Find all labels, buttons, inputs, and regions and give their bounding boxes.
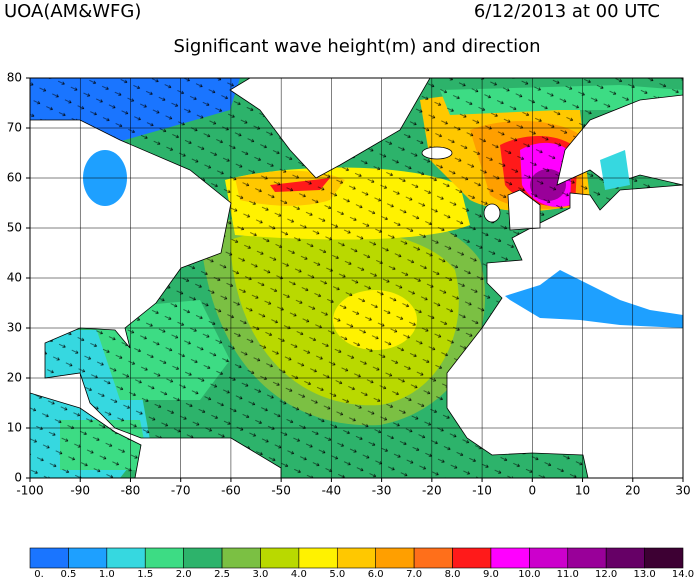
colorbar-label: 0. bbox=[34, 569, 44, 577]
colorbar-box bbox=[375, 547, 415, 569]
colorbar-label: 9.0 bbox=[483, 569, 499, 577]
x-tick-label: -80 bbox=[121, 484, 141, 498]
colorbar-label: 14.0 bbox=[672, 569, 694, 577]
y-tick-label: 30 bbox=[7, 321, 22, 335]
x-tick-label: -40 bbox=[322, 484, 342, 498]
colorbar-label: 4.0 bbox=[291, 569, 307, 577]
colorbar-box bbox=[644, 547, 684, 569]
colorbar-label: 2.5 bbox=[214, 569, 230, 577]
colorbar-box bbox=[183, 547, 223, 569]
colorbar-label: 2.0 bbox=[176, 569, 192, 577]
colorbar-label: 6.0 bbox=[368, 569, 384, 577]
y-tick-label: 0 bbox=[14, 471, 22, 485]
colorbar-label: 10.0 bbox=[518, 569, 540, 577]
map-frame bbox=[29, 77, 684, 479]
x-tick-label: -70 bbox=[171, 484, 191, 498]
x-tick-label: -20 bbox=[422, 484, 442, 498]
colorbar-box bbox=[529, 547, 569, 569]
y-tick-label: 10 bbox=[7, 421, 22, 435]
map-title: Significant wave height(m) and direction bbox=[173, 36, 540, 57]
colorbar-label: 11.0 bbox=[557, 569, 579, 577]
colorbar-box bbox=[144, 547, 184, 569]
colorbar-box bbox=[298, 547, 338, 569]
colorbar-label: 7.0 bbox=[406, 569, 422, 577]
x-tick-label: 30 bbox=[675, 484, 690, 498]
colorbar-box bbox=[567, 547, 607, 569]
colorbar-box bbox=[413, 547, 453, 569]
colorbar-box bbox=[452, 547, 492, 569]
y-tick-label: 70 bbox=[7, 121, 22, 135]
x-tick-label: -100 bbox=[16, 484, 43, 498]
colorbar-box bbox=[68, 547, 108, 569]
colorbar-box bbox=[106, 547, 146, 569]
colorbar-box bbox=[490, 547, 530, 569]
colorbar-label: 13.0 bbox=[633, 569, 655, 577]
y-tick-label: 80 bbox=[7, 71, 22, 85]
x-tick-label: 20 bbox=[625, 484, 640, 498]
y-tick-label: 20 bbox=[7, 371, 22, 385]
colorbar-label: 0.5 bbox=[60, 569, 76, 577]
x-tick-label: 0 bbox=[528, 484, 536, 498]
header-right: 6/12/2013 at 00 UTC bbox=[474, 1, 660, 22]
x-tick-label: -10 bbox=[472, 484, 492, 498]
x-tick-label: -60 bbox=[221, 484, 241, 498]
colorbar-box bbox=[260, 547, 300, 569]
colorbar-label: 12.0 bbox=[595, 569, 617, 577]
colorbar-label: 8.0 bbox=[445, 569, 461, 577]
x-tick-label: 10 bbox=[575, 484, 590, 498]
y-tick-label: 40 bbox=[7, 271, 22, 285]
x-tick-label: -30 bbox=[372, 484, 392, 498]
colorbar-box bbox=[336, 547, 377, 569]
x-tick-label: -90 bbox=[70, 484, 90, 498]
colorbar-label: 1.5 bbox=[137, 569, 153, 577]
colorbar-box bbox=[221, 547, 261, 569]
y-tick-label: 60 bbox=[7, 171, 22, 185]
header-left: UOA(AM&WFG) bbox=[4, 1, 141, 22]
x-tick-label: -50 bbox=[271, 484, 291, 498]
colorbar-box bbox=[605, 547, 645, 569]
y-tick-label: 50 bbox=[7, 221, 22, 235]
colorbar-label: 5.0 bbox=[329, 569, 345, 577]
colorbar: 0. 0.5 1.0 1.5 2.0 2.5 3.0 4.0 5.0 6.0 7.0 8.0 9.0 10… bbox=[29, 547, 694, 577]
colorbar-label: 1.0 bbox=[99, 569, 115, 577]
colorbar-label: 3.0 bbox=[253, 569, 269, 577]
colorbar-box bbox=[29, 547, 69, 569]
